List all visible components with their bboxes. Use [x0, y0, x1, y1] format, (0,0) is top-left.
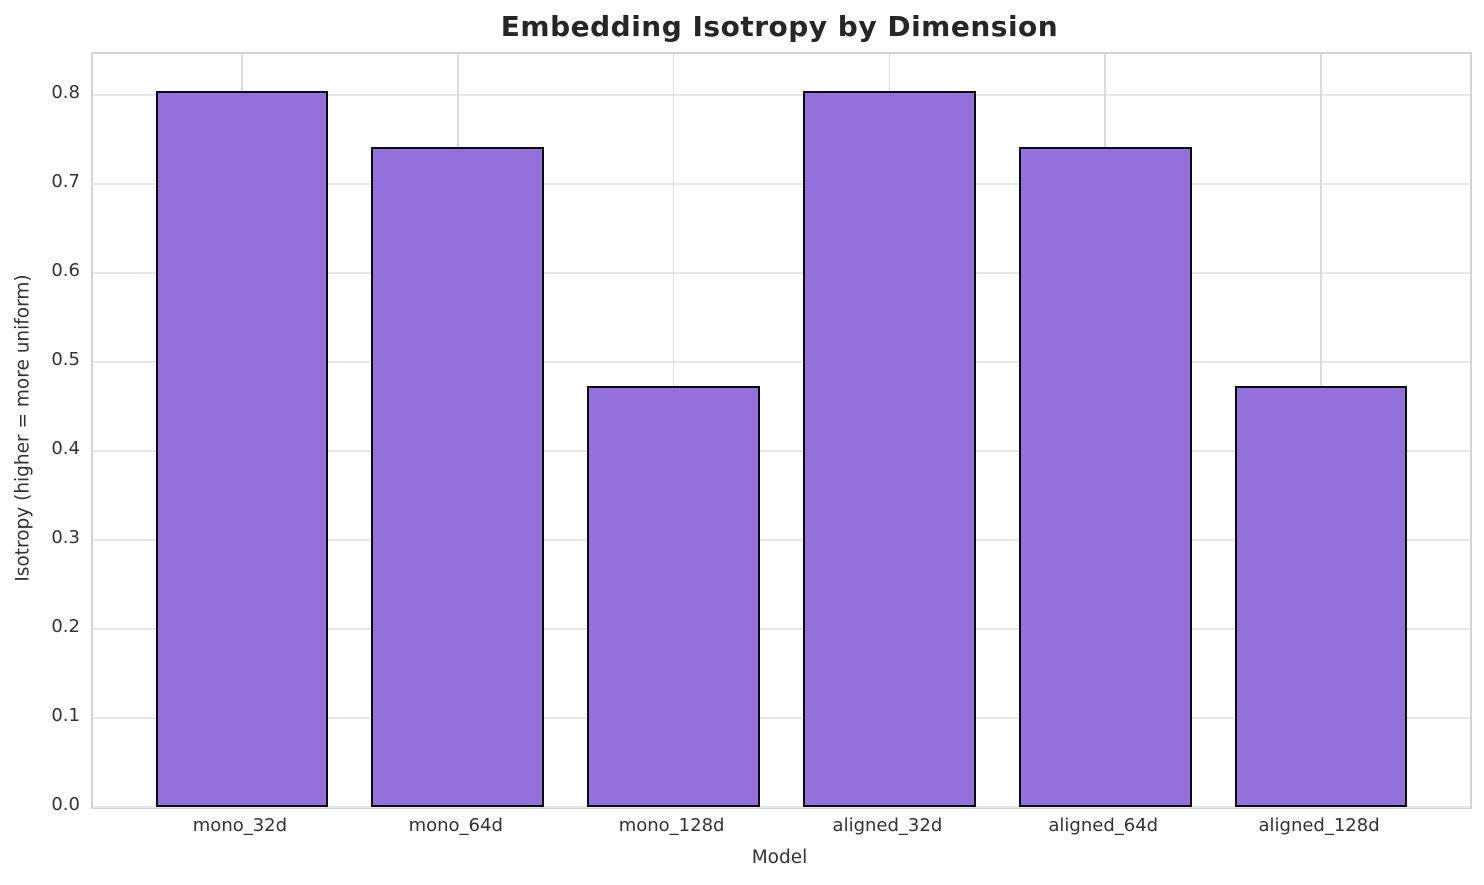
x-tick-label-aligned_32d: aligned_32d: [832, 815, 943, 836]
x-axis-label: Model: [751, 847, 808, 868]
x-tick-label-aligned_64d: aligned_64d: [1048, 815, 1159, 836]
gridline-horizontal: [93, 628, 1470, 630]
bar-aligned_128d: [1234, 386, 1408, 807]
gridline-horizontal: [93, 539, 1470, 541]
y-tick-label: 0.3: [51, 526, 80, 548]
y-tick-label: 0.8: [51, 81, 80, 103]
gridline-horizontal: [93, 94, 1470, 96]
x-tick-label-mono_32d: mono_32d: [192, 815, 288, 836]
bar-aligned_32d: [803, 90, 976, 807]
x-tick-label-mono_64d: mono_64d: [408, 815, 503, 836]
x-tick-label-aligned_128d: aligned_128d: [1258, 815, 1380, 836]
y-tick-label: 0.6: [51, 259, 80, 281]
gridline-horizontal: [93, 272, 1470, 274]
gridline-horizontal: [93, 717, 1470, 719]
gridline-horizontal: [93, 806, 1470, 808]
y-tick-label: 0.5: [51, 348, 80, 370]
y-tick-label: 0.1: [51, 704, 80, 726]
plot-area: [91, 52, 1472, 809]
chart-title: Embedding Isotropy by Dimension: [500, 10, 1059, 43]
gridline-horizontal: [93, 450, 1470, 452]
gridline-horizontal: [93, 361, 1470, 363]
y-tick-label: 0.4: [51, 437, 80, 459]
bar-mono_32d: [155, 90, 329, 807]
bar-mono_128d: [587, 386, 760, 807]
y-tick-label: 0.0: [51, 794, 80, 815]
gridline-horizontal: [93, 183, 1470, 185]
bar-mono_64d: [371, 147, 545, 807]
y-tick-label: 0.2: [51, 615, 80, 637]
bar-aligned_64d: [1018, 147, 1192, 807]
y-tick-label: 0.7: [51, 170, 80, 192]
x-tick-label-mono_128d: mono_128d: [618, 815, 725, 836]
